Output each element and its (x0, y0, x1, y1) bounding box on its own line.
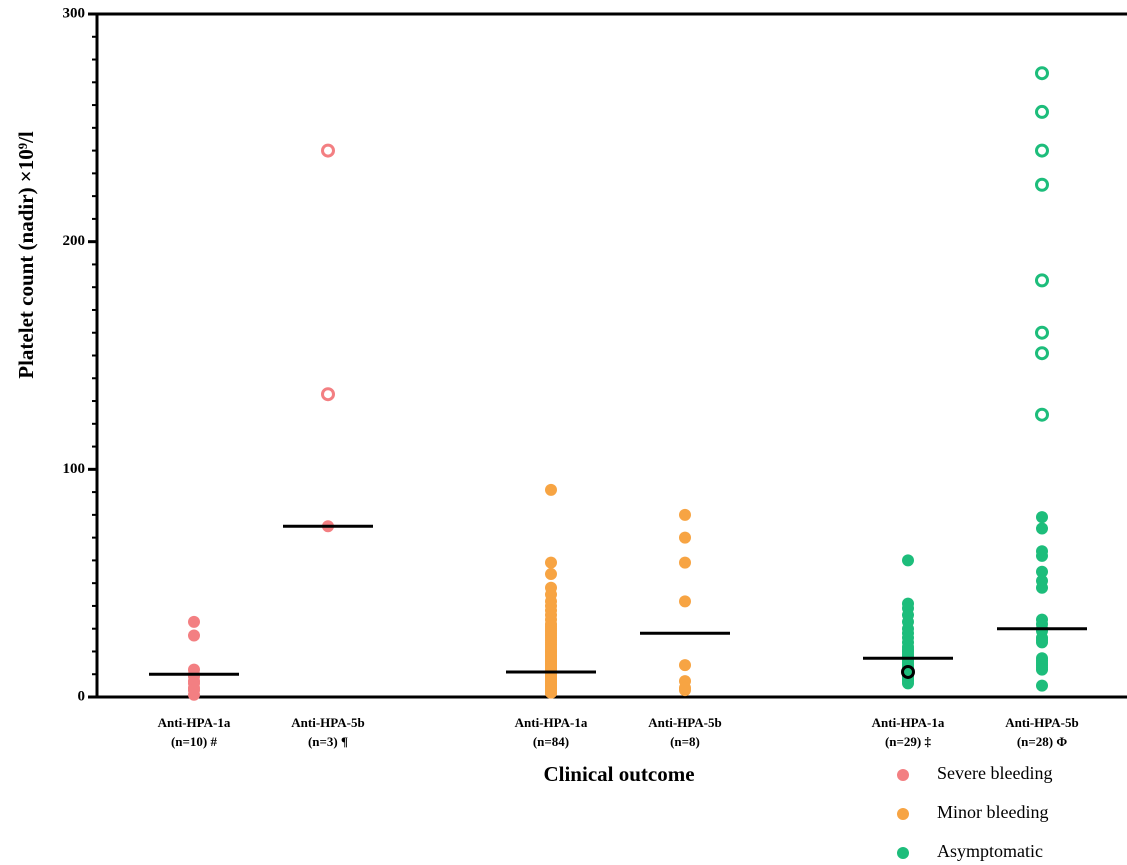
open-data-point (1035, 325, 1049, 340)
data-point (1036, 565, 1048, 578)
x-tick-label: Anti-HPA-5b (1005, 715, 1078, 730)
open-data-point (1035, 407, 1049, 422)
y-tick-label: 0 (78, 688, 86, 704)
open-data-point (1035, 346, 1049, 361)
data-point (545, 568, 557, 581)
y-tick-label: 100 (63, 461, 86, 477)
data-point (545, 686, 557, 699)
data-point (679, 531, 691, 544)
y-tick-label: 200 (63, 233, 86, 249)
data-point (545, 556, 557, 569)
data-point (188, 629, 200, 642)
data-point (1036, 636, 1048, 649)
open-data-point (1035, 177, 1049, 192)
x-tick-note: (n=10) # (171, 734, 218, 749)
legend-marker (897, 769, 909, 781)
data-point (1036, 522, 1048, 535)
y-tick-label: 300 (63, 5, 86, 21)
data-point (902, 554, 914, 567)
data-point (1036, 581, 1048, 594)
x-tick-label: Anti-HPA-5b (648, 715, 721, 730)
y-axis-label: Platelet count (nadir) ×10⁹/l (14, 131, 38, 379)
data-point (679, 595, 691, 608)
data-point (545, 483, 557, 496)
open-data-point (1035, 273, 1049, 288)
data-point (188, 615, 200, 628)
highlight-point (901, 664, 915, 679)
legend-marker (897, 808, 909, 820)
x-tick-label: Anti-HPA-1a (515, 715, 588, 730)
data-point (679, 556, 691, 569)
open-data-point (1035, 66, 1049, 81)
x-tick-note: (n=3) ¶ (308, 734, 348, 749)
x-tick-note: (n=84) (533, 734, 569, 749)
open-data-point (1035, 104, 1049, 119)
open-data-point (1035, 143, 1049, 158)
data-point (902, 677, 914, 690)
legend-label: Severe bleeding (937, 763, 1052, 783)
open-data-point (321, 143, 335, 158)
open-data-point (321, 387, 335, 402)
legend-label: Minor bleeding (937, 802, 1048, 822)
data-point (1036, 511, 1048, 524)
legend-marker (897, 847, 909, 859)
x-tick-label: Anti-HPA-5b (291, 715, 364, 730)
x-tick-note: (n=8) (670, 734, 700, 749)
data-point (679, 659, 691, 672)
x-tick-note: (n=28) Φ (1017, 734, 1068, 749)
data-point (679, 684, 691, 697)
data-point (1036, 663, 1048, 676)
x-tick-label: Anti-HPA-1a (872, 715, 945, 730)
data-point (188, 688, 200, 701)
data-point (1036, 679, 1048, 692)
x-tick-label: Anti-HPA-1a (158, 715, 231, 730)
legend-label: Asymptomatic (937, 841, 1043, 861)
data-point (679, 508, 691, 521)
x-axis-label: Clinical outcome (543, 762, 694, 786)
data-point (1036, 549, 1048, 562)
x-tick-note: (n=29) ‡ (885, 734, 932, 749)
